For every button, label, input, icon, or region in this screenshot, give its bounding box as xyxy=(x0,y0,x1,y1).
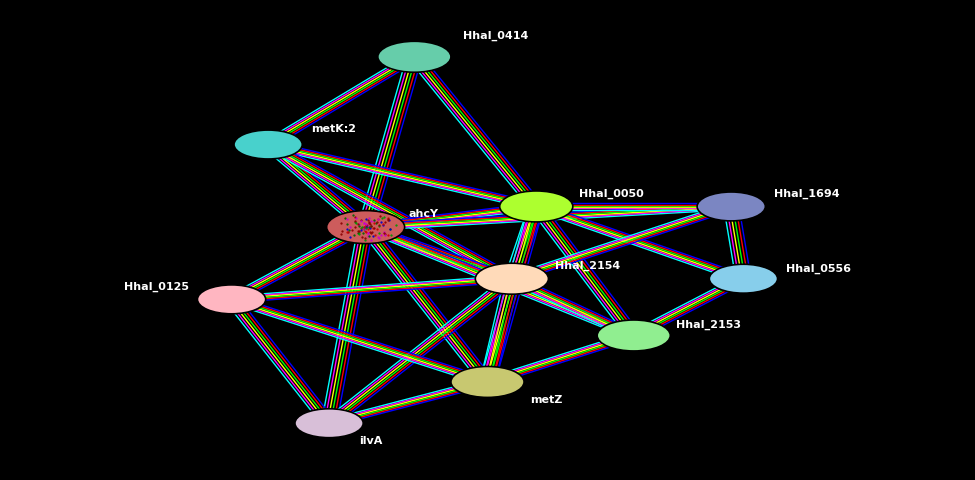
Circle shape xyxy=(450,366,525,397)
Circle shape xyxy=(197,285,265,314)
Circle shape xyxy=(697,192,765,221)
Text: ilvA: ilvA xyxy=(360,436,383,446)
Text: ahcY: ahcY xyxy=(409,209,439,219)
Text: HhaI_0125: HhaI_0125 xyxy=(124,281,189,291)
Text: metK:2: metK:2 xyxy=(311,124,356,134)
Circle shape xyxy=(327,211,405,244)
Text: HhaI_2154: HhaI_2154 xyxy=(555,261,620,271)
Text: HhaI_0414: HhaI_0414 xyxy=(463,31,528,41)
Circle shape xyxy=(710,264,778,293)
Circle shape xyxy=(294,409,363,438)
Text: metZ: metZ xyxy=(530,395,563,405)
Text: HhaI_2153: HhaI_2153 xyxy=(677,320,741,330)
Text: HhaI_0050: HhaI_0050 xyxy=(579,189,644,199)
Text: HhaI_0556: HhaI_0556 xyxy=(786,263,851,274)
Circle shape xyxy=(499,191,573,222)
Circle shape xyxy=(597,320,671,351)
Circle shape xyxy=(378,41,450,72)
Circle shape xyxy=(234,130,302,159)
Circle shape xyxy=(476,263,548,294)
Text: HhaI_1694: HhaI_1694 xyxy=(774,189,839,199)
